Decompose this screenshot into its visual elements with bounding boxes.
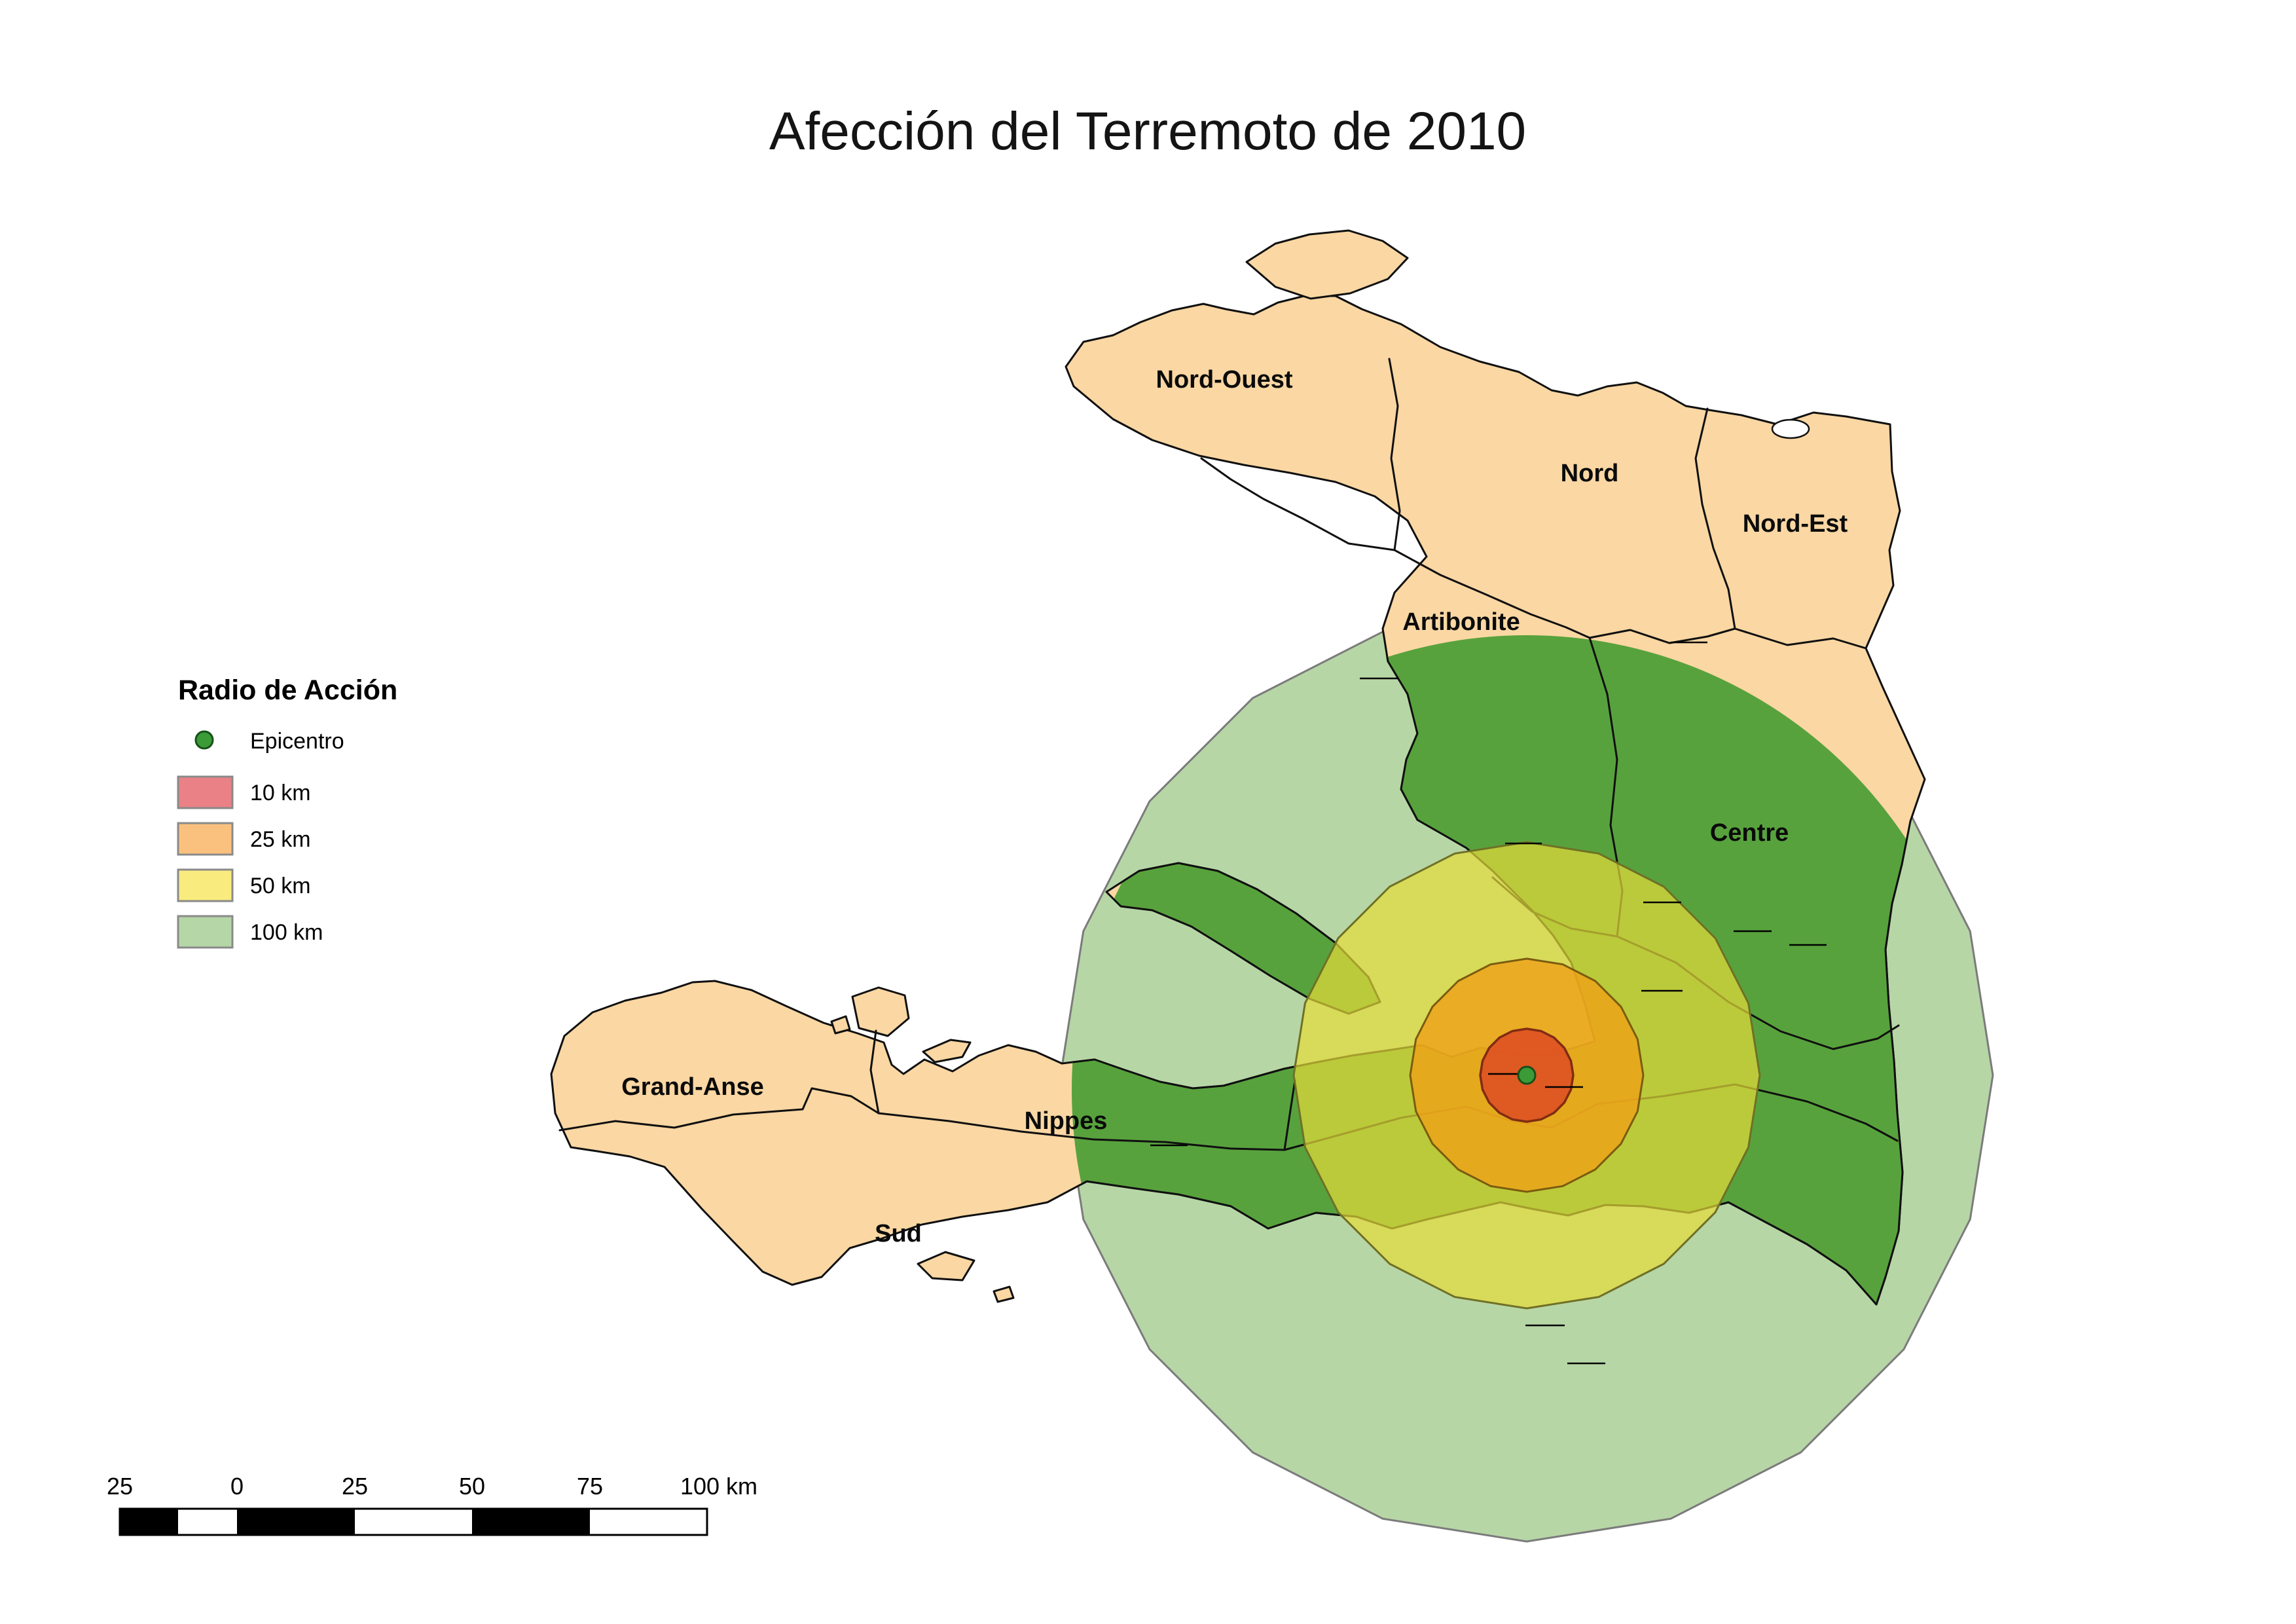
border-grandanse-sud bbox=[558, 1087, 880, 1132]
legend-label-10km: 10 km bbox=[250, 781, 311, 805]
region-label-grand-anse: Grand-Anse bbox=[621, 1073, 763, 1101]
legend-epicenter-icon bbox=[194, 730, 214, 750]
ile-de-la-tortue bbox=[1245, 229, 1409, 300]
border-nord-artibonite bbox=[1393, 549, 1591, 639]
fort-liberte-bay bbox=[1771, 418, 1810, 439]
legend-swatch-25km bbox=[177, 822, 234, 856]
legend: Radio de Acción Epicentro 10 km 25 km 50… bbox=[177, 674, 397, 949]
scale-tick-50: 50 bbox=[459, 1473, 485, 1500]
border-nord-centre bbox=[1588, 627, 1736, 644]
region-labels: Nord-Ouest Nord Nord-Est Artibonite Cent… bbox=[621, 366, 1848, 1247]
scale-tick-100km: 100 km bbox=[680, 1473, 757, 1500]
scale-bar-track bbox=[118, 1507, 708, 1536]
border-nordest-centre bbox=[1734, 627, 1867, 650]
legend-epicenter-label: Epicentro bbox=[250, 729, 344, 754]
border-nordouest-nord bbox=[1388, 358, 1401, 551]
scale-bar-segment-b bbox=[237, 1509, 355, 1535]
map-title: Afección del Terremoto de 2010 bbox=[769, 101, 1526, 161]
legend-label-50km: 50 km bbox=[250, 874, 311, 898]
scale-tick-75: 75 bbox=[577, 1473, 603, 1500]
region-label-nord-est: Nord-Est bbox=[1743, 510, 1848, 538]
legend-title: Radio de Acción bbox=[178, 674, 397, 706]
legend-swatch-50km bbox=[177, 868, 234, 902]
border-nordouest-artibonite bbox=[1200, 457, 1396, 551]
region-label-centre: Centre bbox=[1710, 819, 1789, 847]
legend-swatch-10km bbox=[177, 775, 234, 809]
scale-bar-segment-a bbox=[120, 1509, 178, 1535]
scale-bar: 25 0 25 50 75 100 km bbox=[107, 1473, 757, 1536]
label-leader-lines bbox=[1150, 641, 1827, 1365]
grande-cayemite-island bbox=[851, 986, 910, 1037]
petite-cayemite-island bbox=[830, 1015, 851, 1035]
region-label-sud: Sud bbox=[875, 1220, 922, 1247]
region-label-artibonite: Artibonite bbox=[1402, 608, 1520, 636]
region-label-nord-ouest: Nord-Ouest bbox=[1156, 366, 1293, 394]
border-nippes-ouest bbox=[1283, 1079, 1296, 1151]
scale-tick-25: 25 bbox=[342, 1473, 368, 1500]
south-coast-islet bbox=[993, 1285, 1015, 1303]
border-grandanse-nippes bbox=[869, 1029, 880, 1115]
legend-swatch-100km bbox=[177, 915, 234, 949]
border-nord-nordest bbox=[1694, 407, 1736, 630]
baraderes-islet bbox=[922, 1039, 972, 1063]
region-label-nord: Nord bbox=[1561, 460, 1619, 487]
region-label-nippes: Nippes bbox=[1025, 1107, 1108, 1135]
ile-a-vache bbox=[917, 1251, 975, 1282]
legend-label-100km: 100 km bbox=[250, 920, 323, 945]
legend-label-25km: 25 km bbox=[250, 827, 311, 852]
scale-bar-segment-c bbox=[472, 1509, 590, 1535]
scale-tick-minus25: 25 bbox=[107, 1473, 133, 1500]
border-sud-nippes bbox=[877, 1112, 1286, 1151]
epicenter-marker bbox=[1517, 1065, 1537, 1085]
scale-tick-0: 0 bbox=[230, 1473, 244, 1500]
